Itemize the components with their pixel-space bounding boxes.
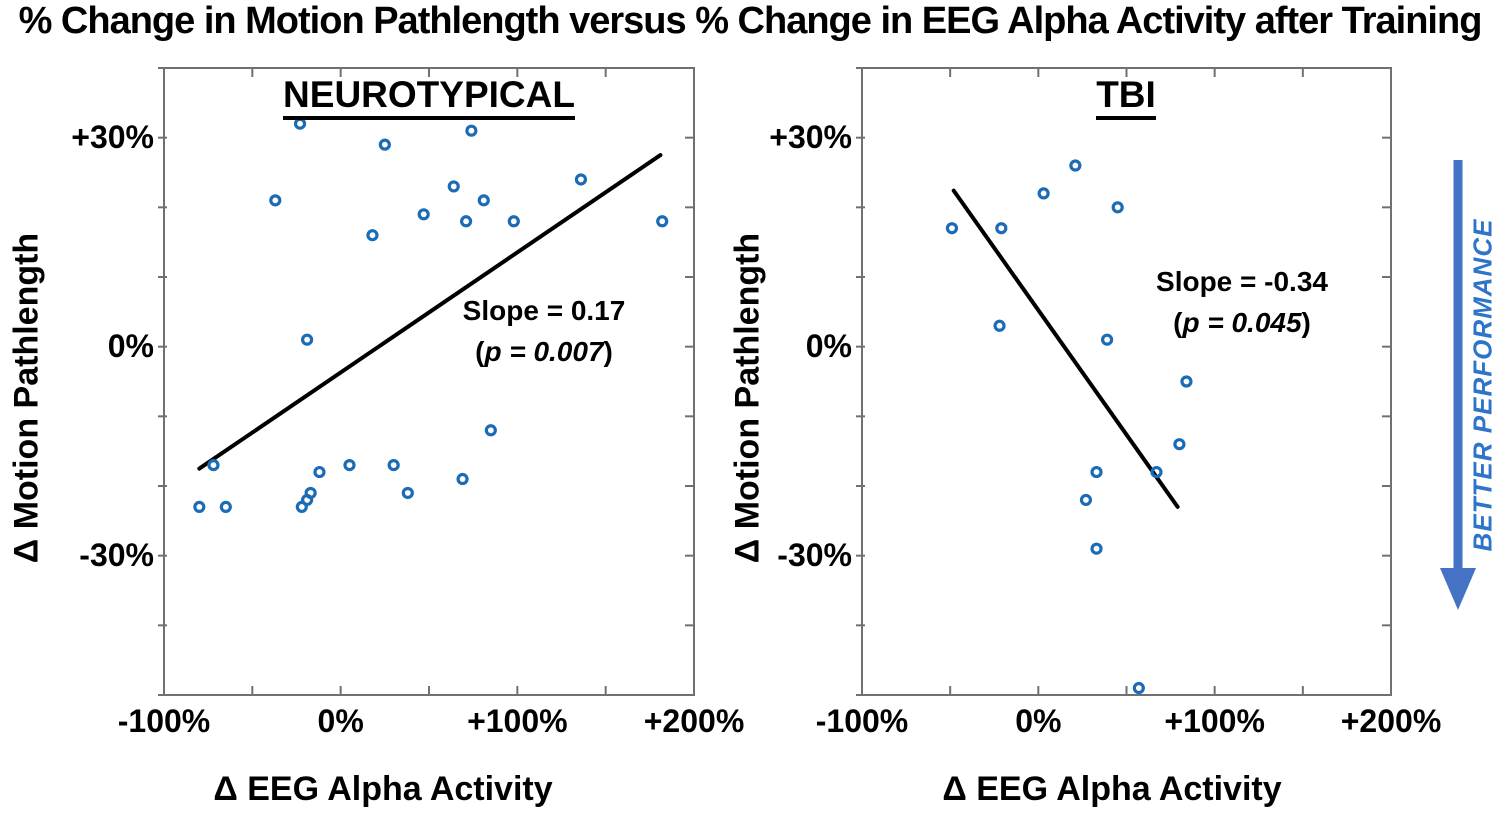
regression-line xyxy=(197,153,663,471)
data-point xyxy=(417,208,430,221)
performance-arrow-head xyxy=(1440,568,1476,610)
neurotypical-title-text: NEUROTYPICAL xyxy=(283,74,575,120)
tbi-plot-title: TBI xyxy=(926,74,1326,120)
data-point xyxy=(456,472,469,486)
x-tick-label: -100% xyxy=(815,703,909,739)
figure-title: % Change in Motion Pathlength versus % C… xyxy=(18,0,1483,42)
p-value-label: (p = 0.007) xyxy=(475,336,613,367)
data-point xyxy=(1132,681,1145,695)
x-tick-label: 0% xyxy=(317,703,364,739)
data-point xyxy=(1101,333,1114,346)
y-axis-title-neurotypical: Δ Motion Pathlength xyxy=(7,232,46,564)
slope-label: Slope = -0.34 xyxy=(1156,266,1328,297)
x-axis-title-tbi: Δ EEG Alpha Activity xyxy=(942,770,1282,808)
data-point xyxy=(293,117,307,130)
data-point xyxy=(465,124,478,137)
data-point xyxy=(1180,375,1193,388)
data-point xyxy=(574,173,588,186)
data-point xyxy=(993,319,1006,332)
data-point xyxy=(378,138,391,151)
data-point xyxy=(269,194,282,207)
data-point xyxy=(401,486,414,500)
x-tick-label: +200% xyxy=(1340,703,1442,739)
slope-label: Slope = 0.17 xyxy=(462,295,626,326)
regression-line xyxy=(951,188,1180,509)
x-tick-label: +100% xyxy=(467,703,568,739)
data-point xyxy=(460,215,473,228)
data-point xyxy=(447,180,460,193)
data-point xyxy=(366,229,379,242)
data-point xyxy=(1037,187,1050,200)
x-axis-title-neurotypical: Δ EEG Alpha Activity xyxy=(213,770,553,808)
x-tick-label: 0% xyxy=(1015,703,1062,739)
y-tick-label: -30% xyxy=(777,536,852,573)
tbi-title-text: TBI xyxy=(1096,74,1156,120)
data-point xyxy=(219,500,232,513)
y-tick-label: +30% xyxy=(71,118,154,155)
better-performance-label: BETTER PERFORMANCE xyxy=(1467,218,1498,552)
data-point xyxy=(484,424,497,437)
data-point xyxy=(387,459,400,472)
data-point xyxy=(1069,159,1082,172)
y-tick-label: -30% xyxy=(79,536,154,573)
data-point xyxy=(343,459,356,472)
data-point xyxy=(477,194,490,207)
y-tick-label: 0% xyxy=(805,327,852,364)
x-tick-label: +200% xyxy=(643,703,745,739)
y-tick-label: 0% xyxy=(107,327,154,364)
regression-annotation-tbi: Slope = -0.34 (p = 0.045) xyxy=(1156,261,1328,343)
data-point xyxy=(1090,465,1103,479)
data-point xyxy=(207,459,220,472)
data-point xyxy=(1173,438,1186,451)
neurotypical-plot-title: NEUROTYPICAL xyxy=(229,74,629,120)
data-point xyxy=(301,333,314,346)
data-point xyxy=(1150,465,1163,479)
data-point xyxy=(193,500,206,513)
plot-box xyxy=(163,67,695,696)
data-point xyxy=(313,465,326,479)
data-point xyxy=(507,215,520,228)
data-point xyxy=(304,486,317,500)
data-point xyxy=(1090,542,1103,555)
y-tick-label: +30% xyxy=(769,118,852,155)
data-point xyxy=(945,222,959,235)
y-axis-title-tbi: Δ Motion Pathlength xyxy=(728,232,767,564)
x-tick-label: +100% xyxy=(1164,703,1265,739)
p-value-label: (p = 0.045) xyxy=(1173,307,1311,338)
plot-box xyxy=(861,67,1392,696)
data-point xyxy=(1111,201,1124,214)
data-point xyxy=(1079,493,1093,507)
data-point xyxy=(995,222,1008,235)
data-point xyxy=(656,215,669,228)
x-tick-label: -100% xyxy=(117,703,211,739)
regression-annotation-neurotypical: Slope = 0.17 (p = 0.007) xyxy=(463,290,626,372)
